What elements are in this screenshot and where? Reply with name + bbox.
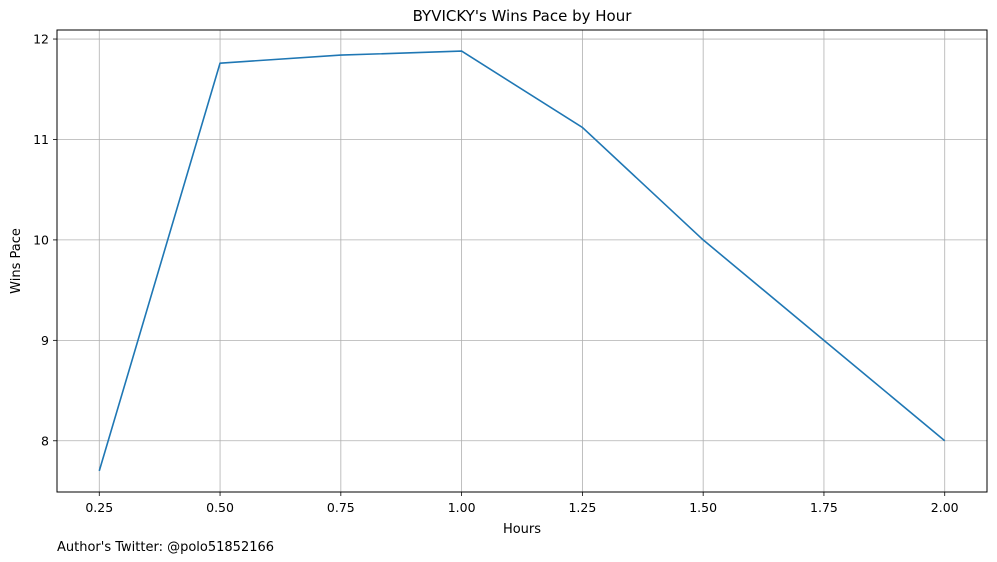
series-layer bbox=[98, 50, 946, 472]
y-tick-label: 10 bbox=[33, 232, 49, 247]
chart-title: BYVICKY's Wins Pace by Hour bbox=[413, 7, 633, 25]
plot-area-frame bbox=[56, 29, 988, 493]
y-axis-label: Wins Pace bbox=[9, 228, 24, 294]
x-tick-label: 0.25 bbox=[85, 500, 113, 515]
grid-lines bbox=[57, 30, 987, 492]
x-tick-label: 1.75 bbox=[810, 500, 838, 515]
x-axis-label: Hours bbox=[503, 522, 541, 537]
y-tick-label: 12 bbox=[33, 32, 49, 47]
x-tick-label: 1.00 bbox=[448, 500, 476, 515]
x-tick-label: 0.75 bbox=[327, 500, 355, 515]
x-tick-label: 0.50 bbox=[206, 500, 234, 515]
y-tick-label: 8 bbox=[41, 433, 49, 448]
x-tick-label: 1.50 bbox=[689, 500, 717, 515]
y-axis-ticks: 8 9 10 11 12 bbox=[33, 32, 57, 448]
x-axis-ticks: 0.25 0.50 0.75 1.00 1.25 1.50 1.75 2.00 bbox=[85, 492, 959, 515]
y-tick-label: 11 bbox=[33, 132, 49, 147]
author-footnote: Author's Twitter: @polo51852166 bbox=[57, 540, 274, 555]
series-line bbox=[98, 50, 946, 472]
x-tick-label: 2.00 bbox=[931, 500, 959, 515]
y-tick-label: 9 bbox=[41, 333, 49, 348]
x-tick-label: 1.25 bbox=[568, 500, 596, 515]
